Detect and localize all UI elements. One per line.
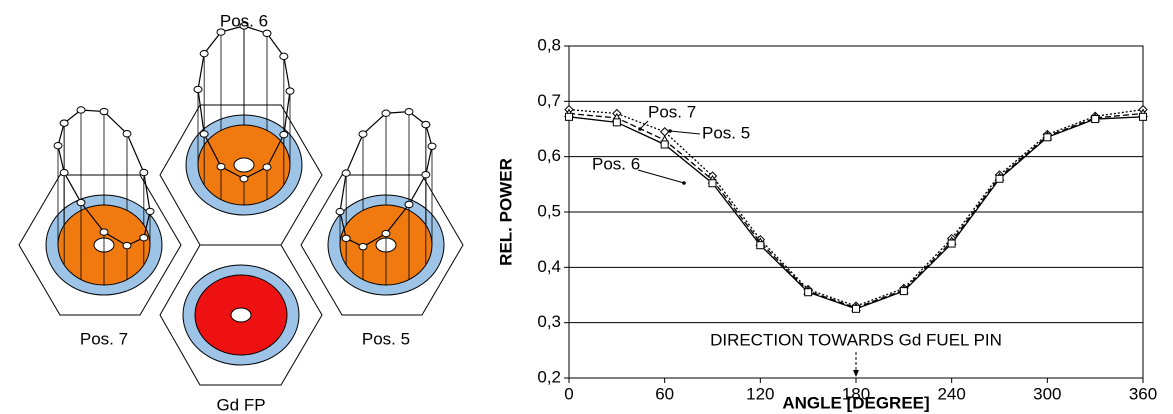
diagram-label: Gd FP bbox=[216, 395, 265, 414]
marker bbox=[899, 287, 908, 296]
profile-point bbox=[239, 22, 249, 30]
x-tick-label: 180 bbox=[842, 384, 870, 403]
marker bbox=[995, 174, 1004, 183]
profile-point bbox=[358, 242, 368, 251]
profile-point bbox=[427, 142, 437, 151]
x-tick-label: 60 bbox=[655, 384, 674, 403]
profile-point bbox=[122, 241, 132, 250]
profile-point bbox=[358, 130, 368, 138]
position-label: Pos. 5 bbox=[362, 329, 410, 348]
plot-frame bbox=[568, 45, 1144, 379]
series-label: Pos. 6 bbox=[592, 154, 640, 173]
profile-point bbox=[53, 141, 63, 150]
x-tick-label: 120 bbox=[746, 384, 774, 403]
label-arrow bbox=[639, 120, 649, 130]
marker bbox=[852, 304, 860, 313]
y-tick-label: 0,6 bbox=[537, 146, 561, 165]
marker bbox=[660, 140, 669, 149]
profile-point bbox=[239, 175, 249, 183]
x-axis-label: ANGLE [DEGREE] bbox=[782, 393, 929, 412]
profile-point bbox=[262, 163, 272, 171]
profile-point bbox=[421, 120, 431, 129]
x-tick-label: 0 bbox=[564, 384, 573, 403]
profile-point bbox=[262, 29, 272, 38]
profile-point bbox=[99, 228, 109, 236]
profile-point bbox=[335, 207, 345, 216]
position-label: Pos. 6 bbox=[220, 11, 268, 30]
hole bbox=[230, 307, 252, 323]
marker bbox=[947, 239, 956, 248]
y-axis-label: REL. POWER bbox=[496, 158, 515, 266]
profile-point bbox=[381, 229, 391, 238]
profile-point bbox=[279, 130, 289, 139]
profile-point bbox=[404, 107, 414, 116]
marker bbox=[565, 112, 573, 121]
profile-point bbox=[193, 85, 203, 94]
profile-point bbox=[279, 52, 289, 61]
profile-point bbox=[421, 171, 431, 179]
profile-point bbox=[341, 234, 351, 243]
y-tick-label: 0,7 bbox=[537, 91, 561, 110]
hole bbox=[233, 157, 255, 173]
series-label: Pos. 7 bbox=[648, 102, 696, 121]
profile-point bbox=[59, 168, 69, 177]
y-tick-label: 0,8 bbox=[537, 35, 561, 54]
profile-point bbox=[216, 28, 226, 36]
arrow-head bbox=[638, 127, 642, 131]
arrow-head bbox=[668, 129, 672, 133]
profile-point bbox=[216, 162, 226, 171]
profile-point bbox=[139, 168, 149, 177]
profile-point bbox=[76, 198, 86, 207]
marker bbox=[1091, 115, 1100, 124]
y-tick-label: 0,2 bbox=[537, 367, 561, 386]
x-tick-label: 300 bbox=[1033, 384, 1061, 403]
marker bbox=[612, 118, 621, 127]
profile-point bbox=[122, 130, 132, 138]
label-arrow bbox=[669, 130, 701, 135]
profile-point bbox=[99, 107, 109, 116]
assembly-diagram bbox=[18, 22, 464, 386]
x-tick-label: 360 bbox=[1129, 384, 1157, 403]
annotation: DIRECTION TOWARDS Gd FUEL PIN bbox=[710, 330, 1002, 349]
profile-point bbox=[76, 106, 86, 114]
series-line bbox=[568, 116, 1144, 310]
series-label: Pos. 5 bbox=[702, 123, 750, 142]
profile-point bbox=[59, 119, 69, 127]
profile-point bbox=[381, 109, 391, 117]
x-tick-label: 240 bbox=[937, 384, 965, 403]
marker bbox=[1139, 112, 1147, 121]
y-tick-label: 0,5 bbox=[537, 201, 561, 220]
y-tick-label: 0,4 bbox=[537, 257, 561, 276]
profile-point bbox=[404, 200, 414, 209]
profile-point bbox=[199, 130, 209, 138]
series-line bbox=[568, 112, 1144, 309]
y-tick-label: 0,3 bbox=[537, 312, 561, 331]
profile-point bbox=[139, 234, 149, 242]
profile-point bbox=[285, 87, 295, 95]
marker bbox=[659, 127, 670, 137]
arrow-head bbox=[682, 181, 686, 185]
marker bbox=[756, 241, 765, 250]
marker bbox=[708, 179, 717, 188]
profile-point bbox=[145, 207, 155, 216]
position-label: Pos. 7 bbox=[80, 329, 128, 348]
marker bbox=[1043, 133, 1052, 142]
label-arrow bbox=[637, 169, 685, 184]
marker bbox=[804, 288, 813, 297]
arrow-head bbox=[853, 370, 859, 377]
series-line bbox=[568, 108, 1144, 307]
profile-point bbox=[341, 169, 351, 177]
profile-point bbox=[199, 49, 209, 58]
